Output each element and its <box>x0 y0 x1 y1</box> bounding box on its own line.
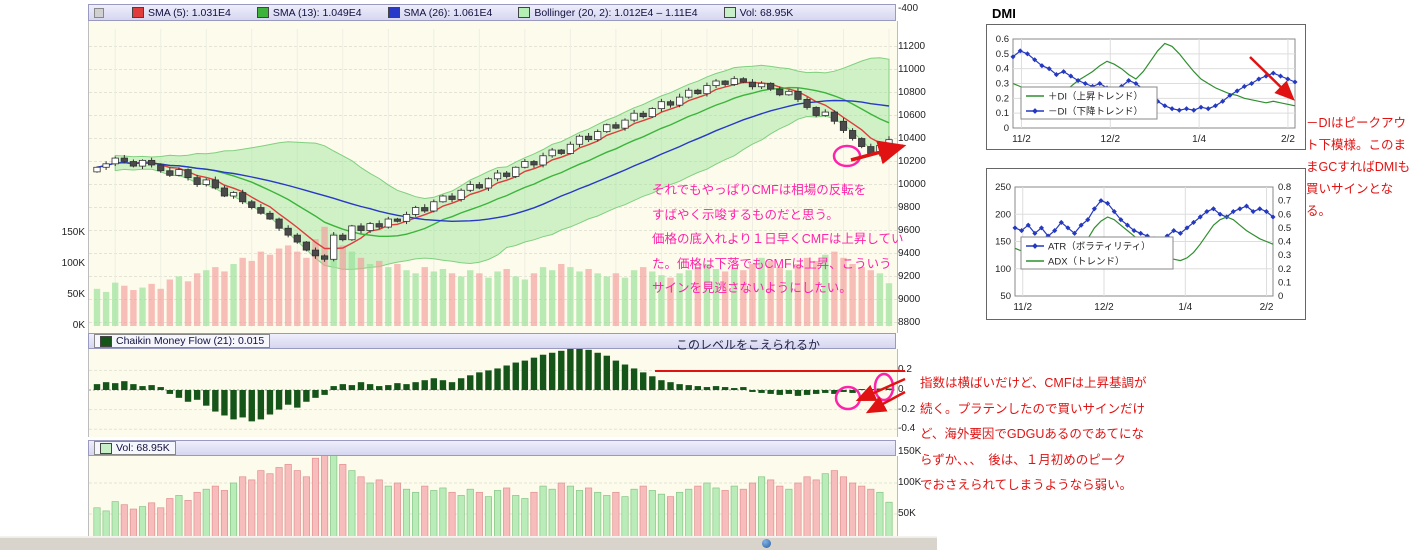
taskbar-strip[interactable] <box>0 536 937 550</box>
price-axis-label: 10800 <box>898 86 926 98</box>
svg-text:0.3: 0.3 <box>996 79 1009 90</box>
legend-item-4: Vol: 68.95K <box>723 6 794 19</box>
cmf-axis-label: -0.2 <box>898 403 916 415</box>
svg-text:1/4: 1/4 <box>1192 134 1206 145</box>
svg-text:250: 250 <box>995 182 1011 193</box>
volume-bar-chart[interactable] <box>88 456 898 550</box>
svg-text:11/2: 11/2 <box>1012 134 1031 145</box>
volume-panel-axis-label: 50K <box>898 508 916 519</box>
cmf-legend-swatch <box>100 335 112 347</box>
svg-text:0: 0 <box>1004 123 1009 134</box>
panel-collapse-handle[interactable] <box>94 7 104 18</box>
cmf-axis-label: 0 <box>898 384 904 395</box>
volume-axis-label: 50K <box>67 289 85 300</box>
main-chart-legend: SMA (5): 1.031E4 SMA (13): 1.049E4 SMA (26… <box>88 4 896 21</box>
volume-legend-chip: Vol: 68.95K <box>94 441 176 455</box>
cmf-legend-label: Chaikin Money Flow (21): 0.015 <box>116 335 265 347</box>
price-axis-label: 9600 <box>898 224 921 236</box>
volume-panel-axis-label: 100K <box>898 477 922 488</box>
svg-text:ADX（トレンド）: ADX（トレンド） <box>1048 256 1125 268</box>
svg-text:2/2: 2/2 <box>1260 302 1274 313</box>
legend-swatch <box>132 7 144 18</box>
legend-item-0: SMA (5): 1.031E4 <box>132 7 231 19</box>
volume-axis-label: 0K <box>72 320 85 331</box>
legend-item-1: SMA (13): 1.049E4 <box>256 6 362 19</box>
cmf-bar-chart[interactable] <box>88 349 898 437</box>
price-axis-label: 9200 <box>898 270 921 282</box>
price-axis-label: 10000 <box>898 178 926 190</box>
svg-text:50: 50 <box>1000 291 1011 302</box>
svg-text:0.1: 0.1 <box>1278 277 1291 288</box>
svg-text:0.7: 0.7 <box>1278 196 1291 207</box>
legend-swatch <box>723 7 736 18</box>
svg-text:150: 150 <box>995 237 1011 248</box>
dmi-analysis-note: －DIはピークアウ ト下模様。このま まGCすればDMIも 買いサインとな る。 <box>1306 116 1410 218</box>
atr-adx-chart-frame: 250 200 150 100 50 0.8 0.7 0.6 0.5 0.4 0.3 0.2 0.1 0 1… <box>986 168 1306 320</box>
svg-text:＋DI（上昇トレンド）: ＋DI（上昇トレンド） <box>1048 91 1143 103</box>
cmf-panel-header: Chaikin Money Flow (21): 0.015 <box>88 333 896 349</box>
cmf-level-note: このレベルをこえられるか <box>676 338 821 352</box>
svg-text:2/2: 2/2 <box>1281 134 1295 145</box>
svg-text:1/4: 1/4 <box>1178 302 1192 313</box>
cmf-axis-label: -0.4 <box>898 423 916 435</box>
pink-analysis-note: それでもやっぱりCMFは相場の反転を すばやく示唆するものだと思う。 価格の底入… <box>652 183 904 296</box>
cmf-legend-chip: Chaikin Money Flow (21): 0.015 <box>94 334 271 348</box>
svg-text:200: 200 <box>995 209 1011 220</box>
legend-swatch <box>387 7 400 18</box>
svg-text:11/2: 11/2 <box>1013 302 1032 313</box>
volume-panel-header: Vol: 68.95K <box>88 440 896 456</box>
legend-item-3: Bollinger (20, 2): 1.012E4 – 1.11E4 <box>518 6 698 19</box>
dmi-chart-frame: 0.6 0.5 0.4 0.3 0.2 0.1 0 11/2 12/2 1/4 2/2 ＋DI（上昇ト… <box>986 24 1306 150</box>
svg-text:0.4: 0.4 <box>996 64 1009 75</box>
svg-text:－DI（下降トレンド）: －DI（下降トレンド） <box>1048 106 1143 118</box>
legend-label: SMA (13): 1.049E4 <box>272 6 362 19</box>
svg-text:0.6: 0.6 <box>996 34 1009 45</box>
svg-text:0.5: 0.5 <box>996 49 1009 60</box>
legend-label: Bollinger (20, 2): 1.012E4 – 1.11E4 <box>534 6 698 19</box>
svg-text:ATR（ボラティリティ）: ATR（ボラティリティ） <box>1048 241 1151 253</box>
price-axis-label: 11000 <box>898 63 926 75</box>
price-axis-label: 10400 <box>898 132 926 144</box>
volume-panel-axis-label: 150K <box>898 446 922 457</box>
legend-swatch <box>518 7 531 18</box>
svg-text:0.2: 0.2 <box>996 93 1009 104</box>
svg-text:12/2: 12/2 <box>1101 134 1121 145</box>
price-axis-label: 9400 <box>898 247 921 259</box>
price-axis-top-label: -400 <box>898 3 919 14</box>
volume-axis-label: 150K <box>61 227 85 238</box>
price-axis-label: 9000 <box>898 293 921 305</box>
svg-text:0.1: 0.1 <box>996 108 1009 119</box>
taskbar-app-icon[interactable] <box>762 539 771 548</box>
price-axis-label: 10600 <box>898 109 926 121</box>
volume-legend-label: Vol: 68.95K <box>116 442 170 454</box>
legend-swatch <box>256 7 269 18</box>
dmi-chart-title: DMI <box>992 6 1016 21</box>
svg-text:0: 0 <box>1278 291 1283 302</box>
dmi-line-chart: 0.6 0.5 0.4 0.3 0.2 0.1 011/2 12/2 1/4 2/2 ＋DI（上昇ト… <box>996 34 1298 145</box>
legend-label: SMA (5): 1.031E4 <box>148 6 231 19</box>
svg-text:0.2: 0.2 <box>1278 264 1291 275</box>
svg-text:0.6: 0.6 <box>1278 209 1291 220</box>
svg-text:0.4: 0.4 <box>1278 237 1291 248</box>
svg-text:0.3: 0.3 <box>1278 250 1291 261</box>
price-axis-label: 8800 <box>898 316 921 328</box>
volume-axis-label: 100K <box>61 258 85 269</box>
price-axis-label: 10200 <box>898 155 926 167</box>
price-axis-label: 9800 <box>898 201 921 213</box>
svg-text:100: 100 <box>995 264 1011 275</box>
volume-legend-swatch <box>100 442 112 454</box>
svg-text:0.5: 0.5 <box>1278 223 1291 234</box>
price-axis-label: 11200 <box>898 40 926 52</box>
svg-text:12/2: 12/2 <box>1094 302 1114 313</box>
cmf-axis-label: 0.2 <box>898 364 912 376</box>
atr-adx-line-chart: 250 200 150 100 50 0.8 0.7 0.6 0.5 0.4 0.3 0.2 0.1 0 1… <box>995 182 1291 313</box>
legend-item-2: SMA (26): 1.061E4 <box>387 6 493 19</box>
svg-text:0.8: 0.8 <box>1278 182 1291 193</box>
legend-label: SMA (26): 1.061E4 <box>403 6 493 19</box>
cmf-analysis-note: 指数は横ばいだけど、CMFは上昇基調が 続く。プラテンしたので買いサインだけ ど… <box>920 376 1147 492</box>
legend-label: Vol: 68.95K <box>739 6 794 19</box>
